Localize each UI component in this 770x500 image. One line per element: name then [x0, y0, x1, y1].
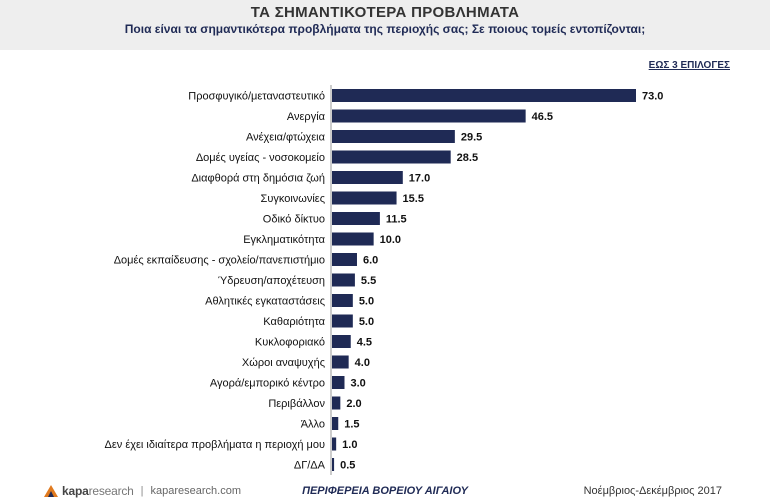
selection-note: ΕΩΣ 3 ΕΠΙΛΟΓΕΣ	[648, 60, 730, 71]
value-label: 10.0	[380, 234, 401, 246]
bar	[332, 437, 337, 451]
category-label: Διαφθορά στη δημόσια ζωή	[191, 173, 325, 185]
brand-url: kaparesearch.com	[150, 485, 242, 497]
bar	[332, 89, 636, 102]
value-label: 4.0	[355, 357, 370, 369]
survey-date: Νοέμβριος-Δεκέμβριος 2017	[583, 485, 722, 497]
bar	[332, 253, 357, 266]
bar	[332, 150, 451, 164]
value-label: 5.5	[361, 275, 376, 287]
brand-logo: kaparesearch | kaparesearch.com	[44, 484, 241, 498]
region-label: ΠΕΡΙΦΕΡΕΙΑ ΒΟΡΕΙΟΥ ΑΙΓΑΙΟΥ	[302, 485, 468, 497]
brand-name: kaparesearch	[62, 484, 134, 498]
value-label: 5.0	[359, 296, 374, 308]
bar	[332, 212, 380, 225]
category-label: Αγορά/εμπορικό κέντρο	[210, 378, 325, 390]
bar	[332, 294, 353, 307]
bar	[332, 458, 335, 471]
category-label: Εγκληματικότητα	[243, 234, 325, 246]
category-label: Δεν έχει ιδιαίτερα προβλήματα η περιοχή …	[105, 439, 325, 451]
value-label: 4.5	[357, 337, 372, 349]
header-band	[0, 0, 770, 50]
category-label: Ύδρευση/αποχέτευση	[218, 275, 325, 287]
value-label: 5.0	[359, 316, 374, 328]
page-subtitle: Ποια είναι τα σημαντικότερα προβλήματα τ…	[124, 22, 646, 36]
category-label: Κυκλοφοριακό	[255, 337, 325, 349]
value-label: 28.5	[457, 152, 478, 164]
bar	[332, 130, 455, 143]
bar	[332, 314, 353, 328]
category-label: Ανέχεια/φτώχεια	[246, 132, 326, 144]
value-label: 17.0	[409, 173, 430, 185]
value-label: 1.0	[342, 439, 357, 451]
brand-name-part-2: research	[88, 484, 134, 498]
value-label: 11.5	[386, 214, 407, 226]
value-label: 6.0	[363, 255, 378, 267]
category-label: Άλλο	[301, 419, 325, 431]
bar	[332, 355, 349, 369]
value-label: 2.0	[346, 398, 361, 410]
brand-name-part-1: kapa	[62, 484, 89, 498]
value-label: 1.5	[344, 419, 359, 431]
bar	[332, 417, 339, 430]
page-title: ΤΑ ΣΗΜΑΝΤΙΚΟΤΕΡΑ ΠΡΟΒΛΗΜΑΤΑ	[250, 4, 520, 21]
bar	[332, 335, 351, 348]
bar-chart: Προσφυγικό/μεταναστευτικό 73.0 Ανεργία 46.5…	[105, 85, 663, 475]
logo-mark-icon	[44, 485, 58, 497]
category-label: ΔΓ/ΔΑ	[294, 460, 326, 472]
brand-separator: |	[140, 485, 144, 497]
category-label: Καθαριότητα	[263, 316, 325, 328]
bar	[332, 232, 374, 246]
category-label: Αθλητικές εγκαταστάσεις	[205, 296, 325, 308]
category-label: Δομές εκπαίδευσης - σχολείο/πανεπιστήμιο	[114, 255, 325, 267]
bar	[332, 191, 397, 205]
bar	[332, 109, 526, 123]
category-label: Προσφυγικό/μεταναστευτικό	[188, 91, 325, 103]
category-label: Ανεργία	[287, 111, 326, 123]
value-label: 29.5	[461, 132, 482, 144]
value-label: 46.5	[532, 111, 553, 123]
value-label: 0.5	[340, 460, 355, 472]
category-label: Δομές υγείας - νοσοκομείο	[196, 152, 325, 164]
bar	[332, 376, 345, 389]
category-label: Χώροι αναψυχής	[242, 357, 325, 369]
bar	[332, 171, 403, 184]
value-label: 15.5	[403, 193, 424, 205]
value-label: 3.0	[350, 378, 365, 390]
bar	[332, 273, 355, 287]
footer: kaparesearch | kaparesearch.com ΠΕΡΙΦΕΡΕ…	[0, 482, 770, 500]
bar	[332, 396, 341, 410]
category-label: Συγκοινωνίες	[261, 193, 325, 205]
category-label: Περιβάλλον	[268, 398, 325, 410]
value-label: 73.0	[642, 91, 663, 103]
category-label: Οδικό δίκτυο	[263, 214, 325, 226]
